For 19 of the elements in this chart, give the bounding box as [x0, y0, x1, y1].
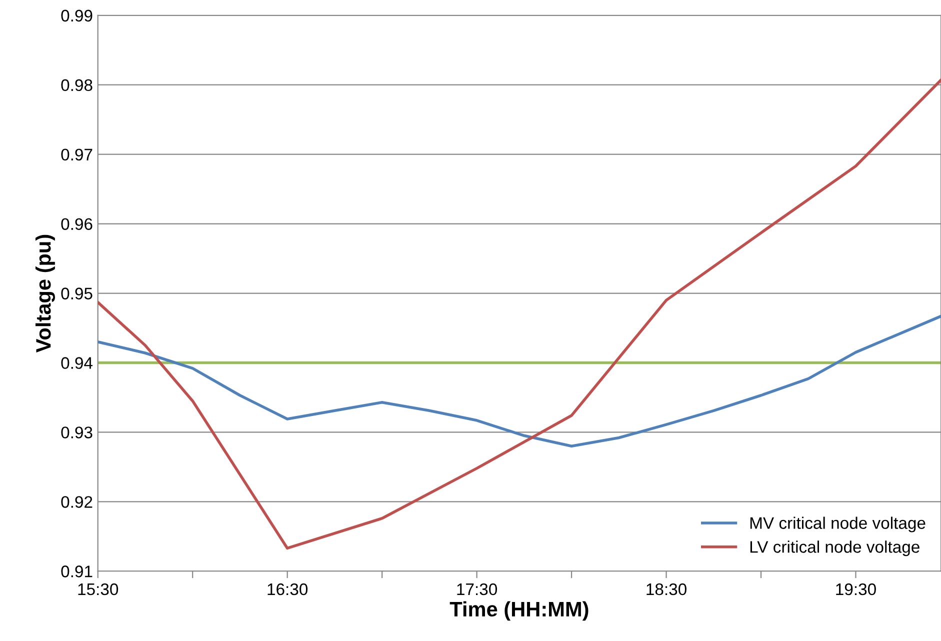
y-tick-label: 0.95 — [61, 288, 92, 300]
y-axis-title: Voltage (pu) — [36, 234, 56, 353]
legend-label: MV critical node voltage — [750, 516, 926, 532]
x-tick-label: 15:30 — [78, 583, 118, 596]
line-series — [98, 314, 941, 448]
y-tick-label: 0.96 — [61, 218, 92, 230]
y-tick-label: 0.92 — [61, 496, 92, 508]
y-tick-label: 0.99 — [61, 10, 92, 22]
y-tick-label: 0.97 — [61, 148, 92, 161]
x-axis-title: Time (HH:MM) — [450, 601, 588, 621]
x-tick-label: 16:30 — [268, 583, 308, 596]
x-tick-label: 18:30 — [646, 583, 686, 596]
y-tick-label: 0.93 — [61, 426, 92, 438]
legend-label: LV critical node voltage — [750, 540, 920, 556]
x-tick-label: 17:30 — [457, 583, 498, 596]
y-tick-label: 0.91 — [61, 566, 92, 578]
x-tick-label: 19:30 — [836, 583, 876, 596]
y-tick-label: 0.94 — [61, 357, 93, 369]
y-tick-label: 0.98 — [61, 79, 92, 92]
